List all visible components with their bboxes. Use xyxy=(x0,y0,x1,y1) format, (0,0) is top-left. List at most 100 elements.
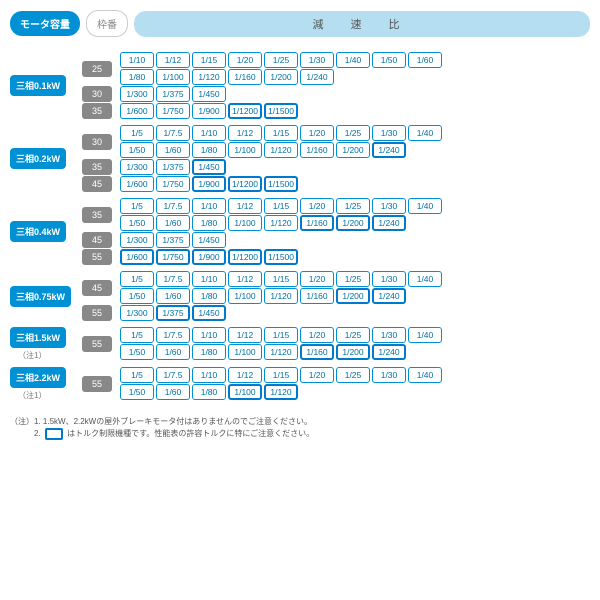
header-motor: モータ容量 xyxy=(10,11,80,36)
ratio-line: 1/501/601/801/1001/1201/1601/2001/240 xyxy=(120,215,442,231)
ratio-cell: 1/5 xyxy=(120,271,154,287)
ratio-cell: 1/600 xyxy=(120,176,154,192)
ratio-cell: 1/7.5 xyxy=(156,125,190,141)
header-row: モータ容量 枠番 減 速 比 xyxy=(10,10,590,37)
legend-box-icon xyxy=(45,428,63,440)
ratio-cell: 1/160 xyxy=(300,142,334,158)
motor-group: 三相1.5kW（注1）551/51/7.51/101/121/151/201/2… xyxy=(10,327,590,361)
motor-group: 三相0.75kW451/51/7.51/101/121/151/201/251/… xyxy=(10,271,590,321)
ratio-line: 1/51/7.51/101/121/151/201/251/301/40 xyxy=(120,327,442,343)
ratio-cell: 1/120 xyxy=(192,69,226,85)
ratio-cell: 1/120 xyxy=(264,142,298,158)
ratio-cell: 1/50 xyxy=(120,288,154,304)
ratio-cell: 1/50 xyxy=(120,142,154,158)
header-frame: 枠番 xyxy=(86,10,128,37)
ratio-cell: 1/80 xyxy=(192,215,226,231)
ratio-cell: 1/300 xyxy=(120,159,154,175)
ratios-wrap: 1/51/7.51/101/121/151/201/251/301/401/50… xyxy=(120,198,442,231)
frame-row: 351/3001/3751/450 xyxy=(82,159,442,175)
ratio-line: 1/3001/3751/450 xyxy=(120,86,226,102)
ratio-cell: 1/80 xyxy=(192,142,226,158)
ratio-cell: 1/750 xyxy=(156,249,190,265)
ratios-wrap: 1/51/7.51/101/121/151/201/251/301/401/50… xyxy=(120,125,442,158)
footnote-1: （注）1. 1.5kW、2.2kWの屋外ブレーキモータ付はありませんのでご注意く… xyxy=(10,416,590,428)
ratio-cell: 1/60 xyxy=(408,52,442,68)
ratio-cell: 1/5 xyxy=(120,198,154,214)
ratio-cell: 1/80 xyxy=(192,344,226,360)
ratio-cell: 1/375 xyxy=(156,159,190,175)
ratio-cell: 1/30 xyxy=(372,271,406,287)
ratio-cell: 1/30 xyxy=(300,52,334,68)
ratio-line: 1/51/7.51/101/121/151/201/251/301/40 xyxy=(120,367,442,383)
ratio-cell: 1/50 xyxy=(120,344,154,360)
ratio-cell: 1/100 xyxy=(228,384,262,400)
ratio-cell: 1/12 xyxy=(228,125,262,141)
motor-label: 三相0.4kW xyxy=(10,221,66,242)
ratio-cell: 1/25 xyxy=(336,198,370,214)
frame-row: 551/51/7.51/101/121/151/201/251/301/401/… xyxy=(82,327,442,360)
ratio-cell: 1/1200 xyxy=(228,249,262,265)
ratio-cell: 1/1500 xyxy=(264,176,298,192)
ratio-cell: 1/60 xyxy=(156,384,190,400)
ratio-cell: 1/10 xyxy=(192,327,226,343)
ratio-line: 1/101/121/151/201/251/301/401/501/60 xyxy=(120,52,442,68)
ratio-line: 1/501/601/801/1001/1201/1601/2001/240 xyxy=(120,288,442,304)
motor-column: 三相0.4kW xyxy=(10,198,82,265)
ratio-cell: 1/12 xyxy=(228,198,262,214)
ratio-cell: 1/7.5 xyxy=(156,271,190,287)
ratio-cell: 1/200 xyxy=(336,344,370,360)
ratio-cell: 1/240 xyxy=(372,215,406,231)
ratio-cell: 1/100 xyxy=(228,288,262,304)
ratio-cell: 1/80 xyxy=(192,288,226,304)
ratio-cell: 1/20 xyxy=(300,327,334,343)
frame-label: 35 xyxy=(82,207,112,223)
ratio-cell: 1/15 xyxy=(264,367,298,383)
ratio-cell: 1/40 xyxy=(408,367,442,383)
ratio-cell: 1/50 xyxy=(372,52,406,68)
frames-column: 251/101/121/151/201/251/301/401/501/601/… xyxy=(82,52,442,119)
ratio-cell: 1/450 xyxy=(192,159,226,175)
ratio-cell: 1/120 xyxy=(264,384,298,400)
ratio-cell: 1/25 xyxy=(336,367,370,383)
ratio-line: 1/501/601/801/1001/1201/1601/2001/240 xyxy=(120,344,442,360)
ratio-cell: 1/40 xyxy=(408,327,442,343)
ratio-cell: 1/40 xyxy=(408,271,442,287)
ratio-cell: 1/20 xyxy=(300,271,334,287)
motor-column: 三相0.2kW xyxy=(10,125,82,192)
ratio-cell: 1/40 xyxy=(408,125,442,141)
motor-group: 三相0.2kW301/51/7.51/101/121/151/201/251/3… xyxy=(10,125,590,192)
frames-column: 551/51/7.51/101/121/151/201/251/301/401/… xyxy=(82,327,442,361)
ratio-cell: 1/80 xyxy=(192,384,226,400)
ratio-cell: 1/80 xyxy=(120,69,154,85)
ratio-cell: 1/30 xyxy=(372,198,406,214)
ratios-wrap: 1/6001/7501/9001/12001/1500 xyxy=(120,103,298,119)
ratio-cell: 1/200 xyxy=(336,142,370,158)
ratio-cell: 1/600 xyxy=(120,249,154,265)
frames-column: 35 1/51/7.51/101/121/151/201/251/301/401/… xyxy=(82,198,442,265)
ratio-cell: 1/5 xyxy=(120,367,154,383)
frame-row: 251/101/121/151/201/251/301/401/501/601/… xyxy=(82,52,442,85)
ratio-cell: 1/5 xyxy=(120,327,154,343)
ratio-cell: 1/900 xyxy=(192,103,226,119)
ratios-wrap: 1/3001/3751/450 xyxy=(120,159,226,175)
ratio-line: 1/51/7.51/101/121/151/201/251/301/40 xyxy=(120,271,442,287)
ratio-cell: 1/1500 xyxy=(264,249,298,265)
ratio-cell: 1/7.5 xyxy=(156,327,190,343)
ratio-cell: 1/100 xyxy=(156,69,190,85)
ratios-wrap: 1/6001/7501/9001/12001/1500 xyxy=(120,176,298,192)
ratio-cell: 1/50 xyxy=(120,384,154,400)
ratios-wrap: 1/51/7.51/101/121/151/201/251/301/401/50… xyxy=(120,367,442,400)
ratio-cell: 1/300 xyxy=(120,232,154,248)
ratios-wrap: 1/101/121/151/201/251/301/401/501/601/80… xyxy=(120,52,442,85)
ratios-wrap: 1/51/7.51/101/121/151/201/251/301/401/50… xyxy=(120,327,442,360)
ratio-cell: 1/375 xyxy=(156,86,190,102)
ratio-cell: 1/60 xyxy=(156,344,190,360)
ratio-cell: 1/900 xyxy=(192,176,226,192)
ratio-cell: 1/375 xyxy=(156,305,190,321)
ratio-cell: 1/20 xyxy=(300,367,334,383)
motor-column: 三相0.75kW xyxy=(10,271,82,321)
motor-group: 三相2.2kW（注1）551/51/7.51/101/121/151/201/2… xyxy=(10,367,590,401)
ratios-wrap: 1/3001/3751/450 xyxy=(120,305,226,321)
frame-row: 351/6001/7501/9001/12001/1500 xyxy=(82,103,442,119)
ratio-cell: 1/30 xyxy=(372,367,406,383)
